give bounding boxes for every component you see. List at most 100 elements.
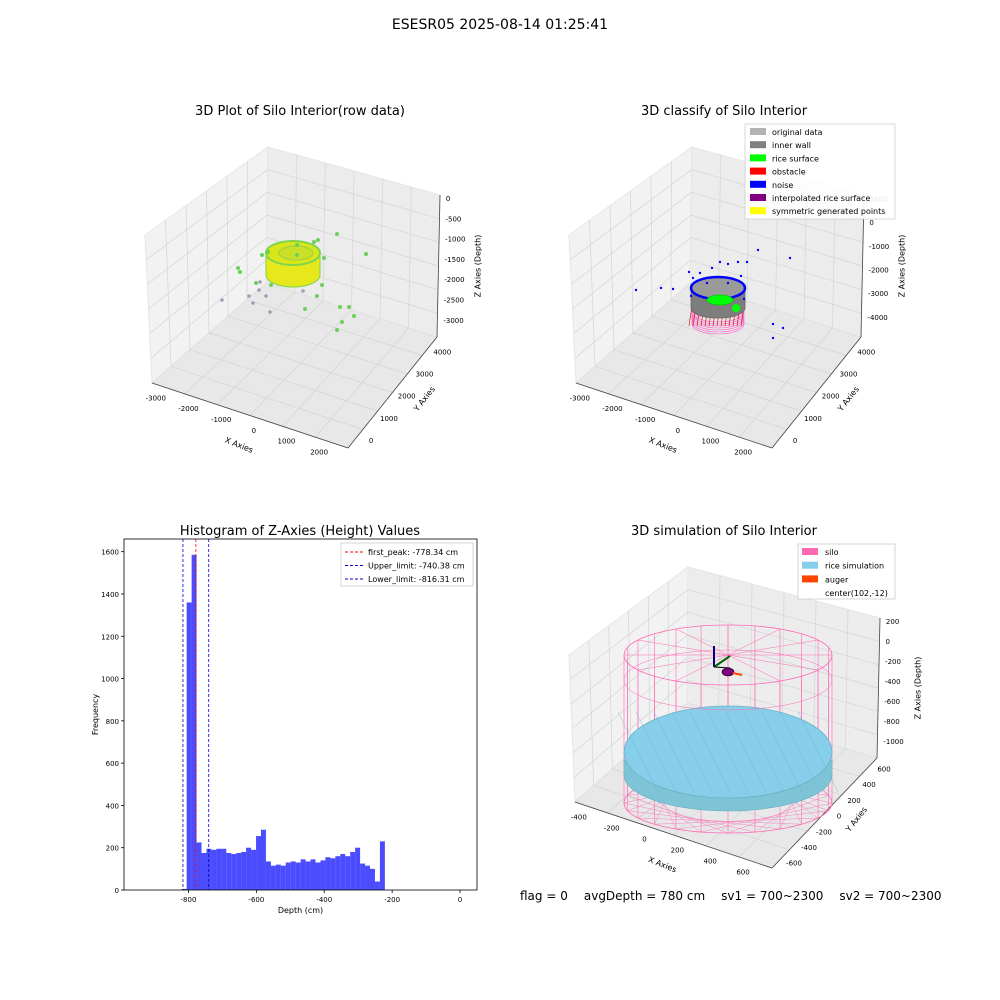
histogram-bar bbox=[226, 852, 232, 890]
data-point-grey bbox=[251, 301, 255, 305]
y-tick-label: 600 bbox=[106, 760, 119, 768]
y-tick-label: 0 bbox=[793, 437, 797, 445]
legend-swatch bbox=[802, 575, 818, 583]
histogram-bar bbox=[201, 852, 207, 890]
x-axis-line bbox=[151, 382, 349, 449]
noise-point bbox=[726, 281, 730, 285]
data-point-green bbox=[269, 283, 273, 287]
status-flag: flag = 0 bbox=[520, 889, 568, 903]
silo-roof-wire bbox=[637, 639, 729, 656]
x-tick-label: 0 bbox=[252, 427, 256, 435]
z-tick-label: -1000 bbox=[883, 738, 903, 746]
x-tick-label: -2000 bbox=[178, 405, 198, 413]
grid-line bbox=[573, 680, 688, 778]
z-tick-label: 0 bbox=[886, 638, 890, 646]
y-tick-label: 1200 bbox=[101, 633, 119, 641]
data-point-green bbox=[322, 256, 326, 260]
grid-line bbox=[574, 260, 691, 359]
y-tick-label: 1000 bbox=[804, 415, 822, 423]
data-point-grey bbox=[220, 298, 224, 302]
silo-roof-wire bbox=[637, 654, 729, 671]
z-tick-label: -1000 bbox=[869, 243, 889, 251]
y-tick-label: 600 bbox=[877, 765, 890, 773]
y-tick-label: 4000 bbox=[857, 348, 875, 356]
legend-label: center(102,-12) bbox=[825, 589, 888, 598]
data-point-green bbox=[316, 238, 320, 242]
histogram-bar bbox=[236, 852, 242, 890]
histogram-bar bbox=[275, 864, 281, 890]
legend-swatch bbox=[750, 141, 766, 149]
y-tick-label: -600 bbox=[786, 860, 802, 868]
y-tick-label: 0 bbox=[837, 813, 841, 821]
noise-point bbox=[691, 276, 695, 280]
x-tick-label: -400 bbox=[316, 896, 332, 904]
legend-swatch bbox=[750, 180, 766, 188]
y-tick-label: 2000 bbox=[822, 393, 840, 401]
silo-wire bbox=[623, 802, 755, 833]
data-point-green bbox=[295, 243, 299, 247]
histogram-bar bbox=[379, 841, 385, 890]
x-tick-label: -200 bbox=[384, 896, 400, 904]
z-tick-label: -2000 bbox=[444, 276, 464, 284]
histogram-bar bbox=[280, 865, 286, 890]
noise-point bbox=[742, 297, 746, 301]
y-tick-label: 400 bbox=[106, 802, 119, 810]
histogram-bar bbox=[285, 862, 291, 890]
x-tick-label: 200 bbox=[671, 846, 684, 854]
y-tick-label: 400 bbox=[862, 781, 875, 789]
data-point-green bbox=[266, 250, 270, 254]
z-tick-label: -1500 bbox=[445, 256, 465, 264]
histogram-bar bbox=[241, 851, 247, 890]
grid-line bbox=[690, 259, 862, 314]
histogram-bar bbox=[181, 888, 187, 890]
histogram-bar bbox=[335, 856, 341, 890]
legend-swatch bbox=[750, 194, 766, 201]
legend-label: first_peak: -778.34 cm bbox=[368, 548, 458, 557]
z-tick-label: -3000 bbox=[443, 317, 463, 325]
noise-point bbox=[736, 260, 740, 264]
histogram-bar bbox=[260, 829, 266, 890]
z-tick-label: -600 bbox=[884, 698, 900, 706]
x-tick-label: 600 bbox=[736, 868, 749, 876]
data-point-green bbox=[315, 294, 319, 298]
histogram-bar bbox=[191, 554, 197, 890]
grid-line bbox=[150, 260, 267, 359]
legend-label: silo bbox=[825, 548, 839, 557]
legend-label: original data bbox=[772, 128, 823, 137]
silo-wire bbox=[701, 802, 833, 833]
silo-wire bbox=[727, 795, 829, 834]
y-tick-label: 1000 bbox=[101, 676, 119, 684]
silo-wire bbox=[627, 810, 781, 830]
legend-swatch bbox=[750, 128, 766, 135]
z-tick-label: -2000 bbox=[868, 267, 888, 275]
z-tick-label: -200 bbox=[885, 658, 901, 666]
histogram-bar bbox=[330, 858, 336, 890]
x-tick-label: 0 bbox=[642, 835, 646, 843]
status-line: flag = 0 avgDepth = 780 cm sv1 = 700~2300 s… bbox=[520, 889, 958, 903]
silo-wire bbox=[675, 810, 829, 830]
z-axis-line bbox=[436, 194, 441, 338]
y-tick-label: 1000 bbox=[380, 415, 398, 423]
histogram-bar bbox=[365, 865, 371, 890]
histogram-bar bbox=[345, 856, 351, 890]
histogram-bar bbox=[305, 861, 311, 890]
z-tick-label: 0 bbox=[869, 219, 873, 227]
rice-mesh bbox=[743, 711, 785, 793]
histogram-bar bbox=[270, 865, 276, 890]
data-point-green bbox=[236, 266, 240, 270]
z-tick-label: 200 bbox=[886, 618, 899, 626]
data-point-green bbox=[352, 314, 356, 318]
x-tick-label: 1000 bbox=[702, 438, 720, 446]
data-point-green bbox=[338, 305, 342, 309]
axis-arrow-y bbox=[713, 655, 731, 668]
data-point-green bbox=[238, 270, 242, 274]
histogram-bar bbox=[265, 861, 271, 890]
noise-point bbox=[698, 271, 702, 275]
x-tick-label: 400 bbox=[703, 857, 716, 865]
x-tick-label: 0 bbox=[676, 427, 680, 435]
x-tick-label: 2000 bbox=[734, 448, 752, 456]
y-tick-label: 200 bbox=[106, 845, 119, 853]
data-point-green bbox=[254, 281, 258, 285]
legend-box bbox=[744, 123, 896, 220]
x-axis-label: X Axies bbox=[647, 855, 678, 874]
